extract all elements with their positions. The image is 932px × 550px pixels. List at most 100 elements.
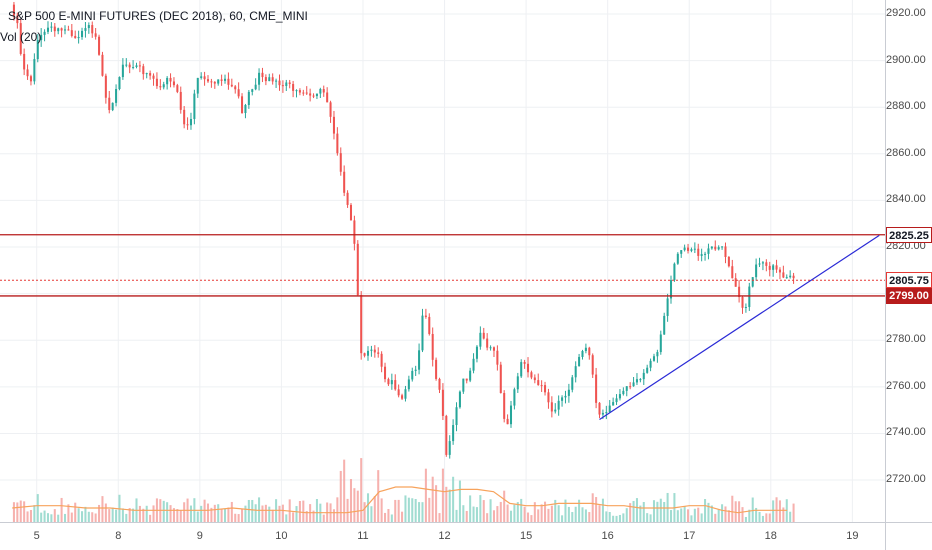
candle-body <box>792 275 795 279</box>
volume-bar <box>77 508 80 522</box>
volume-bar <box>424 468 427 522</box>
candle-body <box>179 91 182 110</box>
volume-bar <box>390 514 393 522</box>
candle-body <box>601 412 604 415</box>
candle-body <box>43 31 46 35</box>
candle-body <box>496 350 499 365</box>
candle-body <box>751 277 754 287</box>
candle-body <box>544 385 547 393</box>
candle-body <box>625 386 628 391</box>
candle-body <box>714 246 717 250</box>
candle-body <box>445 415 448 455</box>
candle-body <box>33 59 36 82</box>
volume-bar <box>697 507 700 522</box>
candle-body <box>530 372 533 378</box>
candle-body <box>349 204 353 221</box>
candle-body <box>254 84 257 90</box>
candle-body <box>60 28 63 31</box>
volume-bar <box>12 502 15 522</box>
candle-body <box>115 89 118 103</box>
candle-body <box>155 78 158 87</box>
candle-body <box>591 355 594 375</box>
candle-body <box>652 356 656 361</box>
volume-bar <box>544 501 547 522</box>
x-tick-label: 17 <box>683 530 696 542</box>
candle-body <box>166 77 169 85</box>
volume-bar <box>680 508 683 522</box>
candle-body <box>452 425 455 442</box>
volume-bar <box>625 508 628 522</box>
volume-bar <box>53 509 56 522</box>
x-tick-label: 15 <box>519 530 533 542</box>
candle-body <box>87 25 90 29</box>
volume-bar <box>138 505 141 522</box>
volume-bar <box>530 515 533 522</box>
candle-body <box>557 400 560 410</box>
candle-body <box>363 353 366 356</box>
candle-body <box>387 379 390 385</box>
candle-body <box>441 389 444 416</box>
candle-body <box>659 334 662 353</box>
candle-body <box>189 119 192 126</box>
volume-indicator-label[interactable]: Vol (20) <box>0 30 42 44</box>
candle-body <box>482 332 485 339</box>
volume-bar <box>336 497 339 522</box>
x-tick-label: 18 <box>764 530 777 542</box>
candle-body <box>206 79 210 82</box>
candle-body <box>448 441 451 455</box>
volume-bar <box>605 511 608 522</box>
volume-bar <box>479 495 482 522</box>
candle-body <box>547 392 550 403</box>
volume-bar <box>98 504 101 522</box>
candle-body <box>322 89 325 93</box>
volume-bar <box>200 505 203 522</box>
candle-body <box>479 332 482 347</box>
candle-body <box>176 85 179 92</box>
interval: 60 <box>229 9 243 23</box>
volume-bar <box>748 509 751 522</box>
volume-bar <box>70 512 73 522</box>
candle-body <box>329 102 332 117</box>
candle-body <box>772 265 775 270</box>
candle-body <box>268 77 271 82</box>
volume-bar <box>758 511 761 522</box>
candle-body <box>172 81 175 86</box>
candle-body <box>162 84 165 88</box>
volume-bar <box>421 502 424 522</box>
candle-body <box>516 376 519 390</box>
candle-body <box>734 278 737 287</box>
candle-body <box>390 380 393 385</box>
candle-body <box>251 89 254 92</box>
y-tick-label: 2760.00 <box>886 379 926 392</box>
candle-body <box>789 275 792 278</box>
volume-bar <box>217 504 220 522</box>
volume-bar <box>615 515 618 522</box>
volume-bar <box>63 513 67 522</box>
volume-bar <box>612 515 615 522</box>
candle-body <box>414 369 417 371</box>
volume-bar <box>789 511 792 522</box>
volume-bar <box>414 499 417 522</box>
candle-body <box>741 297 744 308</box>
candle-body <box>632 382 635 387</box>
candle-body <box>305 92 308 94</box>
candle-body <box>462 378 465 392</box>
candle-body <box>550 402 553 412</box>
volume-bar <box>363 502 366 522</box>
candle-body <box>683 247 686 251</box>
volume-bar <box>152 505 155 522</box>
volume-bar <box>635 498 638 522</box>
volume-bar <box>458 480 461 522</box>
candle-body <box>234 86 237 90</box>
candle-body <box>526 363 530 373</box>
volume-bar <box>176 509 179 522</box>
volume-bar <box>234 513 237 522</box>
volume-bar <box>482 500 485 522</box>
candle-body <box>438 378 441 390</box>
candle-body <box>499 364 502 393</box>
candle-body <box>472 358 475 371</box>
volume-bar <box>520 498 523 522</box>
y-tick-label: 2920.00 <box>886 6 926 19</box>
